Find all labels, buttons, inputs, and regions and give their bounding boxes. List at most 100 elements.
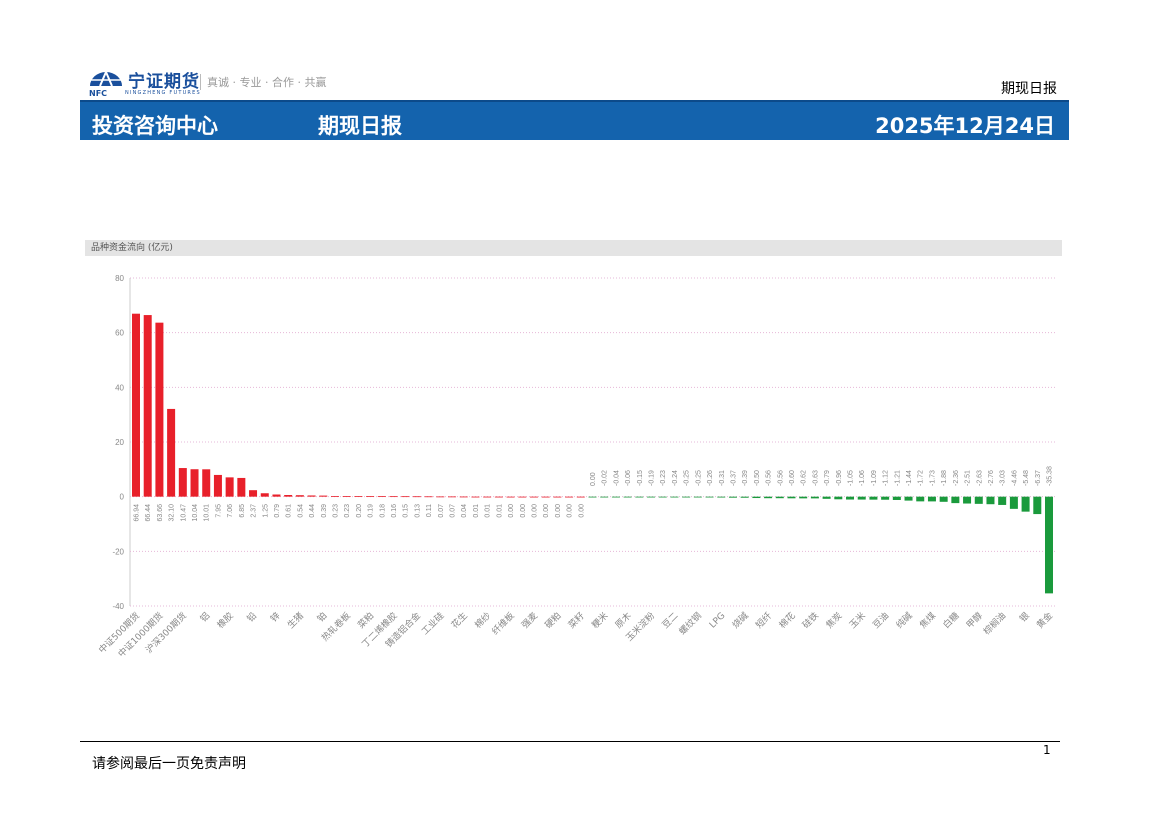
data-label: 0.15 bbox=[403, 504, 410, 518]
bar bbox=[529, 496, 538, 498]
data-label: -0.62 bbox=[801, 470, 808, 486]
bar bbox=[810, 496, 819, 499]
bar bbox=[1021, 496, 1030, 512]
category-label: 焦煤 bbox=[917, 610, 938, 631]
y-tick-label: 20 bbox=[115, 438, 124, 447]
bar bbox=[916, 496, 925, 502]
category-label: 短纤 bbox=[753, 610, 774, 631]
header-banner: 投资咨询中心 期现日报 2025年12月24日 bbox=[80, 100, 1069, 140]
data-label: -2.36 bbox=[953, 470, 960, 486]
bar bbox=[682, 496, 691, 498]
data-label: 0.20 bbox=[356, 504, 363, 518]
category-label: 铝 bbox=[197, 610, 212, 625]
category-label: 银 bbox=[1017, 610, 1032, 625]
bar bbox=[787, 496, 796, 499]
data-label: 7.95 bbox=[215, 504, 222, 518]
bar bbox=[354, 496, 363, 497]
category-label: 硬粕 bbox=[542, 610, 563, 631]
data-label: -1.09 bbox=[871, 470, 878, 486]
data-label: 0.00 bbox=[555, 504, 562, 518]
data-label: 0.00 bbox=[567, 504, 574, 518]
bar bbox=[717, 496, 726, 498]
logo-english: NINGZHENG FUTURES bbox=[125, 90, 201, 96]
category-label: 玉米 bbox=[847, 610, 868, 631]
data-label: 0.19 bbox=[368, 504, 375, 518]
bar bbox=[775, 496, 784, 499]
category-label: 豆油 bbox=[870, 610, 891, 631]
bar bbox=[506, 496, 515, 498]
data-label: 66.44 bbox=[145, 504, 152, 522]
bar bbox=[635, 496, 644, 498]
data-label: -2.63 bbox=[976, 470, 983, 486]
data-label: -0.79 bbox=[824, 470, 831, 486]
data-label: -0.39 bbox=[742, 470, 749, 486]
bar bbox=[752, 496, 761, 499]
nfc-logo-icon bbox=[90, 69, 122, 87]
category-label: 花生 bbox=[449, 610, 470, 631]
bar bbox=[249, 490, 258, 497]
bar bbox=[295, 495, 304, 497]
page-number: 1 bbox=[1043, 743, 1051, 757]
bar bbox=[237, 477, 246, 497]
data-label: -0.06 bbox=[625, 470, 632, 486]
bar bbox=[424, 496, 433, 498]
data-label: -0.23 bbox=[660, 470, 667, 486]
category-label: 白糖 bbox=[940, 610, 961, 631]
bar bbox=[600, 496, 609, 498]
bar bbox=[834, 496, 843, 500]
data-label: 0.00 bbox=[508, 504, 515, 518]
bar bbox=[623, 496, 632, 498]
bar bbox=[342, 496, 351, 497]
data-label: 0.01 bbox=[485, 504, 492, 518]
data-label: -4.46 bbox=[1011, 470, 1018, 486]
bar bbox=[1033, 496, 1042, 515]
y-tick-label: 40 bbox=[115, 383, 124, 392]
bar bbox=[693, 496, 702, 498]
data-label: 0.01 bbox=[496, 504, 503, 518]
data-label: 0.00 bbox=[590, 472, 597, 486]
category-label: 棉花 bbox=[776, 610, 797, 631]
bar bbox=[319, 495, 328, 497]
data-label: -1.73 bbox=[929, 470, 936, 486]
bar bbox=[436, 496, 445, 498]
data-label: 66.94 bbox=[134, 504, 141, 522]
y-tick-label: 0 bbox=[120, 493, 125, 502]
data-label: 0.44 bbox=[309, 504, 316, 518]
bar bbox=[401, 496, 410, 498]
y-tick-label: 60 bbox=[115, 329, 124, 338]
bar bbox=[927, 496, 936, 502]
data-label: -0.96 bbox=[836, 470, 843, 486]
logo-text: 宁证期货 bbox=[128, 72, 200, 92]
category-label: 原木 bbox=[613, 610, 634, 631]
category-label: 锌 bbox=[268, 610, 283, 625]
doc-type: 期现日报 bbox=[1001, 81, 1057, 97]
data-label: 0.01 bbox=[473, 504, 480, 518]
bar bbox=[658, 496, 667, 498]
data-label: -0.19 bbox=[649, 470, 656, 486]
data-label: 0.39 bbox=[321, 504, 328, 518]
tagline: 真诚 · 专业 · 合作 · 共赢 bbox=[200, 74, 326, 90]
category-label: 纯碱 bbox=[893, 610, 914, 631]
bar bbox=[799, 496, 808, 499]
data-label: -2.76 bbox=[988, 470, 995, 486]
data-label: -2.51 bbox=[965, 470, 972, 486]
bar bbox=[1045, 496, 1053, 594]
bar bbox=[389, 496, 398, 498]
data-label: -0.31 bbox=[719, 470, 726, 486]
bar bbox=[459, 496, 468, 498]
bar bbox=[670, 496, 679, 498]
bar bbox=[260, 493, 269, 497]
data-label: 1.25 bbox=[262, 504, 269, 518]
bar bbox=[647, 496, 656, 498]
data-label: 63.66 bbox=[157, 504, 164, 522]
data-label: 0.07 bbox=[450, 504, 457, 518]
bar bbox=[412, 496, 421, 498]
category-label: 纤维板 bbox=[489, 610, 517, 638]
bar bbox=[366, 496, 375, 497]
data-label: 0.23 bbox=[344, 504, 351, 518]
bar bbox=[869, 496, 878, 500]
bar bbox=[143, 315, 152, 497]
category-label: LPG bbox=[708, 611, 727, 630]
